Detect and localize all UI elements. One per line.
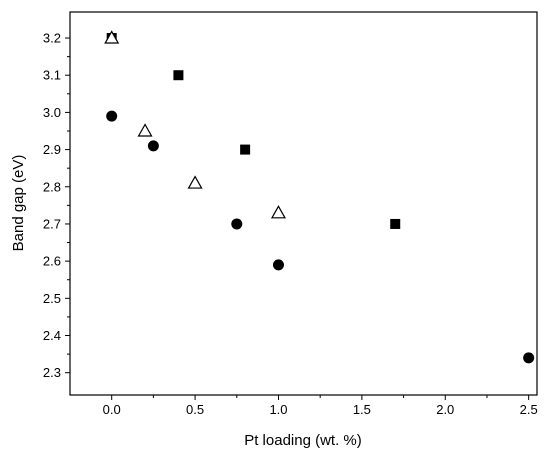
circle-marker xyxy=(231,218,243,230)
y-tick-label: 3.2 xyxy=(43,31,61,46)
y-tick-label: 3.1 xyxy=(43,68,61,83)
x-axis-title: Pt loading (wt. %) xyxy=(244,432,362,449)
circle-marker xyxy=(272,259,284,271)
circle-marker xyxy=(147,140,159,152)
x-tick-label: 1.0 xyxy=(269,402,287,417)
x-tick-label: 0.5 xyxy=(186,402,204,417)
y-axis: 2.3 2.4 2.5 2.6 2.7 2.8 2.9 3.0 3.1 3.2 xyxy=(43,31,70,380)
triangle-marker xyxy=(137,123,153,137)
data-points xyxy=(104,30,535,364)
triangle-marker xyxy=(187,175,203,189)
square-marker xyxy=(173,70,184,81)
x-tick-label: 2.5 xyxy=(520,402,538,417)
square-marker xyxy=(240,144,251,155)
x-tick-label: 2.0 xyxy=(436,402,454,417)
x-axis: 0.0 0.5 1.0 1.5 2.0 2.5 xyxy=(103,395,538,417)
y-tick-label: 2.9 xyxy=(43,142,61,157)
y-tick-label: 2.6 xyxy=(43,254,61,269)
triangle-marker xyxy=(104,30,120,44)
y-tick-label: 2.5 xyxy=(43,291,61,306)
square-marker xyxy=(390,218,401,229)
y-tick-label: 2.4 xyxy=(43,328,61,343)
y-tick-label: 2.7 xyxy=(43,216,61,231)
y-tick-label: 2.8 xyxy=(43,179,61,194)
triangle-marker xyxy=(270,205,287,219)
circle-marker xyxy=(523,352,535,364)
circle-marker xyxy=(106,110,118,122)
x-tick-label: 1.5 xyxy=(353,402,371,417)
plot-frame xyxy=(69,11,538,396)
y-tick-label: 2.3 xyxy=(43,365,61,380)
x-tick-label: 0.0 xyxy=(103,402,121,417)
y-tick-label: 3.0 xyxy=(43,105,61,120)
y-axis-title: Band gap (eV) xyxy=(10,155,27,252)
